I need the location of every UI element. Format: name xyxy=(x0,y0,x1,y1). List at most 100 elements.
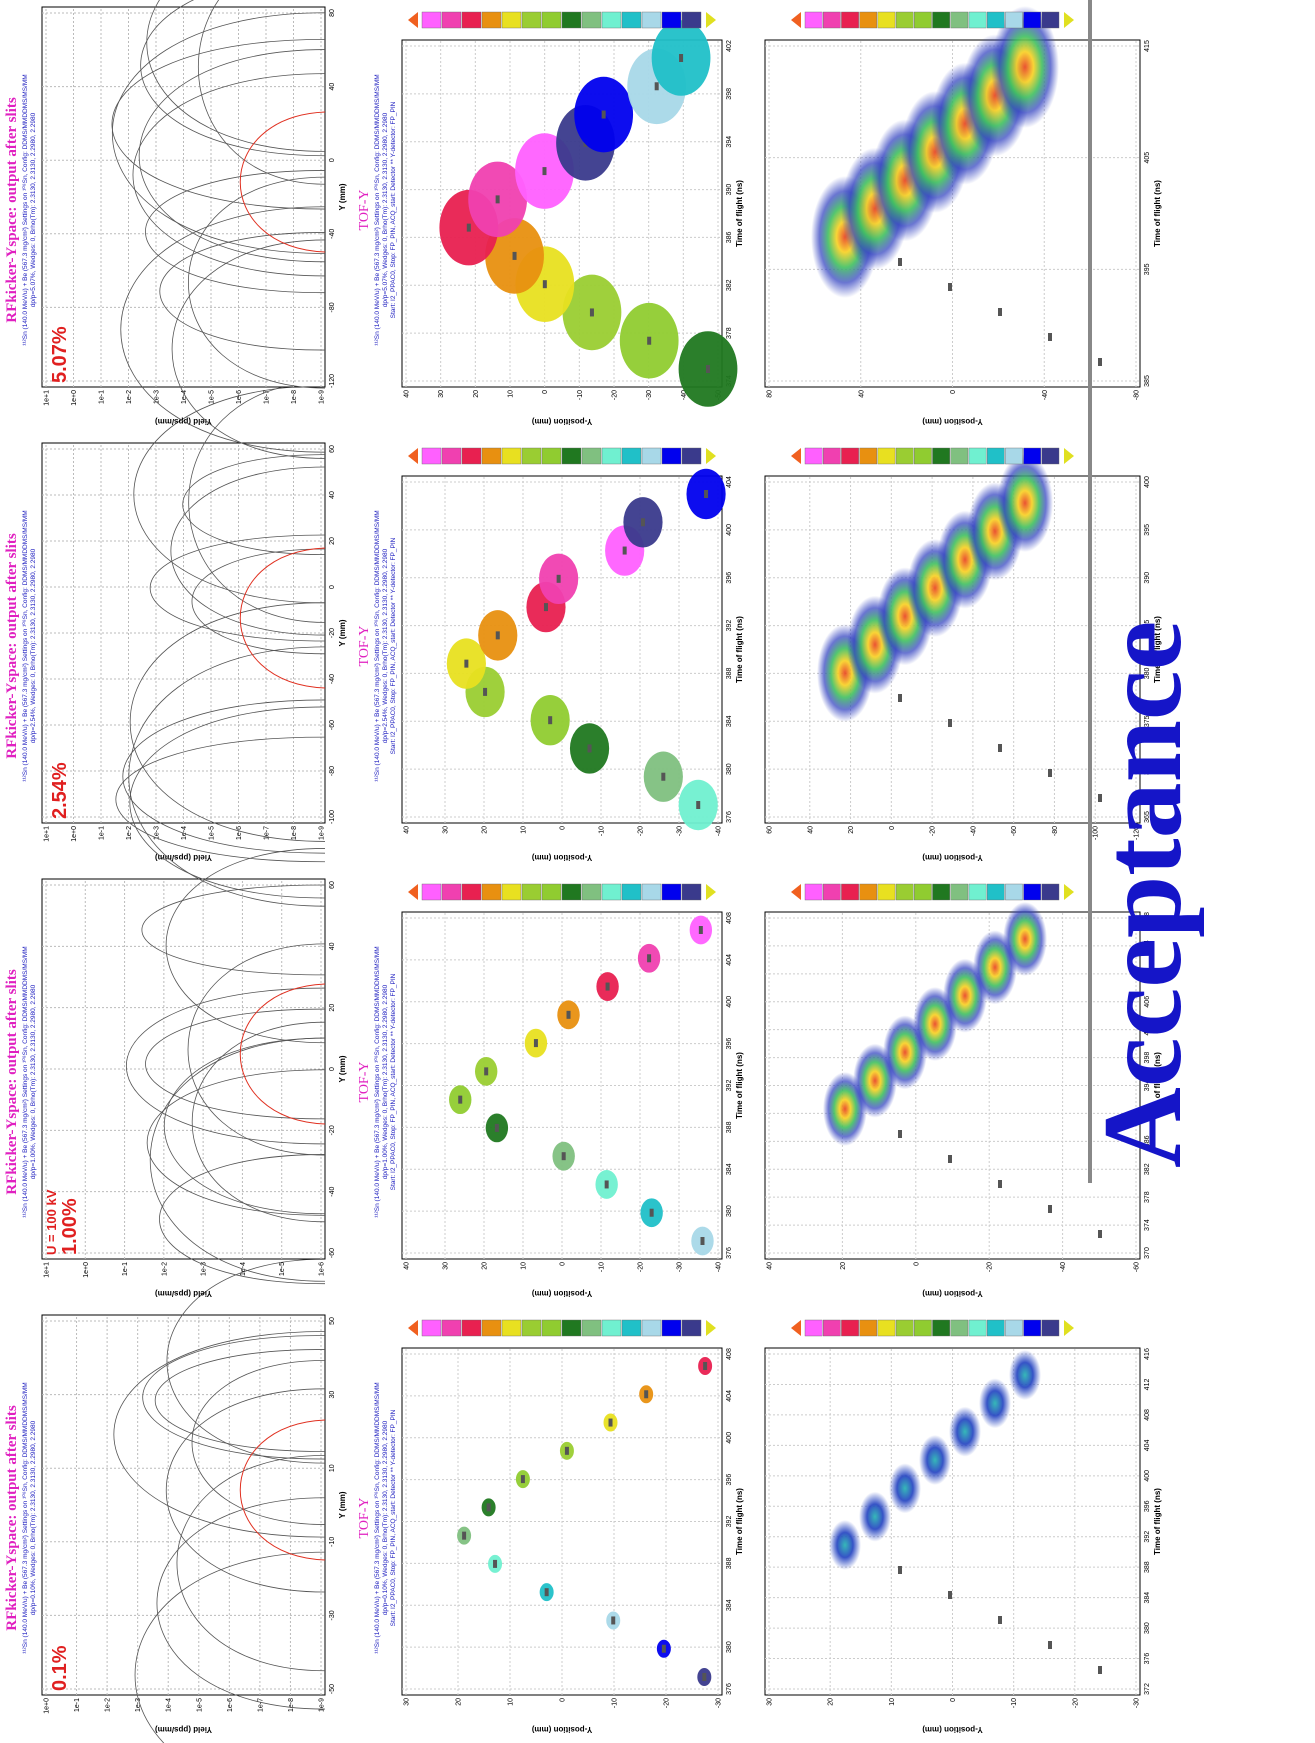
colorbar-cell xyxy=(841,1320,858,1336)
colorbar-cell xyxy=(422,884,441,900)
x-tick-label: 0 xyxy=(329,585,336,589)
y-tick-label: 20 xyxy=(848,826,855,834)
panel-info: dp/p=5.07%, Wedges: 0, Brho(Tm): 2.3130,… xyxy=(30,112,37,307)
y-tick-label: 1e-2 xyxy=(105,1698,112,1712)
ion-tag xyxy=(948,283,952,291)
y-tick-label: 10 xyxy=(521,1262,528,1270)
colorbar-cell xyxy=(682,884,701,900)
ion-tag xyxy=(462,1532,466,1540)
density-blob xyxy=(949,1407,981,1457)
x-tick-label: 50 xyxy=(329,1317,336,1325)
y-tick-label: 1e+0 xyxy=(44,1698,51,1714)
colorbar-cell xyxy=(442,884,461,900)
density-blob xyxy=(829,1520,861,1570)
density-blob xyxy=(979,1378,1011,1428)
density-blob xyxy=(997,454,1053,552)
ion-tag xyxy=(487,1503,491,1511)
y-tick-label: -30 xyxy=(716,1698,723,1708)
y-tick-label: 1e-1 xyxy=(99,826,106,840)
y-tick-label: 1e+0 xyxy=(83,1262,90,1278)
colorbar-cell xyxy=(502,1320,521,1336)
x-tick-label: 404 xyxy=(1144,1439,1151,1451)
ion-tag xyxy=(702,1673,706,1681)
y-tick-label: -40 xyxy=(716,826,723,836)
panel-info: ¹¹²Sn (140.0 MeV/u) + Be (567.3 mg/cm²) … xyxy=(21,74,29,345)
ion-tag xyxy=(483,688,487,696)
colorbar-cell xyxy=(422,1320,441,1336)
y-tick-label: -20 xyxy=(930,826,937,836)
ion-tag xyxy=(623,547,627,555)
y-tick-label: 1e-2 xyxy=(126,390,133,404)
panel-info: ¹¹²Sn (140.0 MeV/u) + Be (567.3 mg/cm²) … xyxy=(373,946,381,1217)
y-tick-label: 0 xyxy=(542,390,549,394)
x-tick-label: 400 xyxy=(726,996,733,1008)
panel-title: RFkicker-Yspace: output after slits xyxy=(4,533,20,759)
x-tick-label: 392 xyxy=(1144,1531,1151,1543)
colorbar-cell xyxy=(987,448,1004,464)
colorbar-cell xyxy=(969,884,986,900)
y-tick-label: 40 xyxy=(807,826,814,834)
colorbar-cell xyxy=(933,1320,950,1336)
ion-tag xyxy=(948,1591,952,1599)
y-tick-label: 30 xyxy=(443,826,450,834)
x-tick-label: -40 xyxy=(329,229,336,239)
x-tick-label: 384 xyxy=(726,1163,733,1175)
x-tick-label: 370 xyxy=(1144,1247,1151,1259)
x-tick-label: -120 xyxy=(329,374,336,388)
ion-tag xyxy=(611,1616,615,1624)
y-tick-label: 1e-1 xyxy=(99,390,106,404)
panel-info: dp/p=2.54%, Wedges: 0, Brho(Tm): 2.3130,… xyxy=(382,548,389,743)
ion-tag xyxy=(898,1566,902,1574)
ion-tag xyxy=(464,660,468,668)
y-tick-label: 10 xyxy=(508,1698,515,1706)
colorbar-cell xyxy=(482,884,501,900)
colorbar-cell xyxy=(896,1320,913,1336)
colorbar-cell xyxy=(642,884,661,900)
colorbar-cell xyxy=(914,448,931,464)
colorbar-cell xyxy=(682,12,701,28)
ion-tag xyxy=(898,1130,902,1138)
colorbar-cell xyxy=(1005,884,1022,900)
colorbar-arrow xyxy=(1064,12,1074,28)
colorbar-cell xyxy=(823,1320,840,1336)
x-tick-label: 60 xyxy=(329,445,336,453)
ion-tag xyxy=(647,337,651,345)
colorbar-cell xyxy=(562,448,581,464)
colorbar-cell xyxy=(1042,884,1059,900)
ion-tag xyxy=(948,719,952,727)
y-axis-label: Y-position (mm) xyxy=(922,853,983,862)
colorbar-cell xyxy=(896,12,913,28)
y-axis-label: Y-position (mm) xyxy=(531,853,592,862)
x-tick-label: -40 xyxy=(329,674,336,684)
ion-tag xyxy=(496,631,500,639)
ion-tag xyxy=(513,252,517,260)
x-axis-label: Time of flight (ns) xyxy=(735,1052,744,1119)
x-tick-label: -60 xyxy=(329,720,336,730)
ion-tag xyxy=(495,1124,499,1132)
y-tick-label: 30 xyxy=(443,1262,450,1270)
x-tick-label: 80 xyxy=(329,9,336,17)
x-tick-label: -40 xyxy=(329,1187,336,1197)
y-tick-label: 0 xyxy=(560,1698,567,1702)
y-tick-label: -30 xyxy=(646,390,653,400)
colorbar-cell xyxy=(642,1320,661,1336)
colorbar-cell xyxy=(969,1320,986,1336)
panel-title: RFkicker-Yspace: output after slits xyxy=(4,969,20,1195)
x-tick-label: 404 xyxy=(726,476,733,488)
y-tick-label: -40 xyxy=(1042,390,1049,400)
colorbar-cell xyxy=(562,12,581,28)
panel-info: ¹¹²Sn (140.0 MeV/u) + Be (567.3 mg/cm²) … xyxy=(21,510,29,781)
x-tick-label: 392 xyxy=(726,1516,733,1528)
colorbar-cell xyxy=(969,12,986,28)
y-axis-label: Y-position (mm) xyxy=(922,1289,983,1298)
tof-title: TOF-Y xyxy=(357,1062,372,1103)
panel-info: dp/p=1.00%, Wedges: 0, Brho(Tm): 2.3130,… xyxy=(30,984,37,1179)
x-tick-label: 382 xyxy=(726,279,733,291)
x-tick-label: 394 xyxy=(726,136,733,148)
ion-tag xyxy=(1048,333,1052,341)
ion-tag xyxy=(704,490,708,498)
y-tick-label: 0 xyxy=(889,826,896,830)
x-tick-label: 400 xyxy=(726,524,733,536)
panel-info: dp/p=1.00%, Wedges: 0, Brho(Tm): 2.3130,… xyxy=(382,984,389,1179)
x-tick-label: 408 xyxy=(726,912,733,924)
